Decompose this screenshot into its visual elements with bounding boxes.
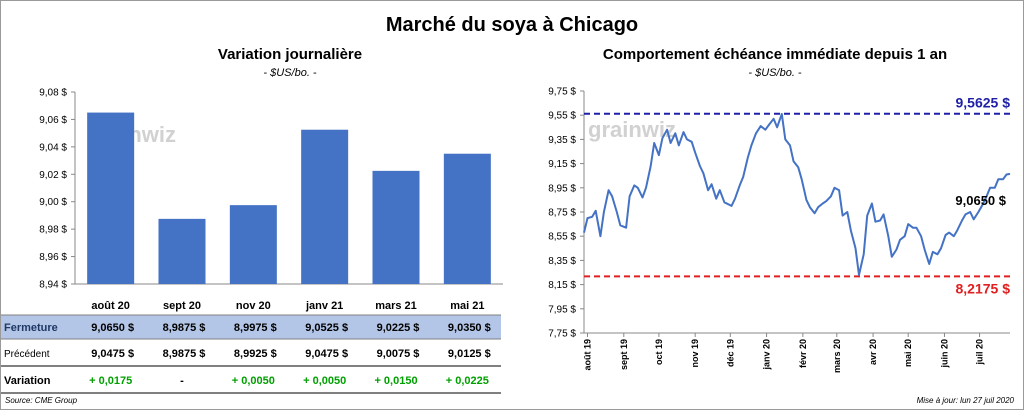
bar-category-label: janv 21: [305, 300, 343, 312]
variation-row-cell: -: [180, 375, 184, 387]
left-unit: - $US/bo. -: [263, 67, 317, 79]
bar: [158, 218, 206, 284]
precedent-row-cell: 9,0475 $: [305, 348, 348, 360]
fermeture-row-label: Fermeture: [4, 322, 58, 334]
right-unit: - $US/bo. -: [748, 67, 802, 79]
bar-y-tick-label: 9,04 $: [39, 142, 67, 153]
source-note: Source: CME Group: [5, 396, 78, 405]
precedent-row-cell: 8,9875 $: [163, 348, 206, 360]
bar-category-label: sept 20: [163, 300, 201, 312]
line-x-tick-label: juin 20: [939, 339, 949, 369]
last-price-label: 9,0650 $: [955, 193, 1006, 208]
bar: [87, 112, 135, 284]
update-note: Mise à jour: lun 27 juil 2020: [916, 396, 1014, 405]
line-y-tick-label: 9,15 $: [548, 159, 576, 170]
line-y-tick-label: 8,95 $: [548, 183, 576, 194]
bar: [301, 129, 349, 284]
bar-y-tick-label: 9,06 $: [39, 115, 67, 126]
price-series-line: [583, 113, 1011, 276]
line-y-tick-label: 9,75 $: [548, 87, 576, 98]
bar-category-label: mars 21: [375, 300, 417, 312]
line-x-tick-label: nov 19: [690, 339, 700, 368]
bar-y-tick-label: 8,98 $: [39, 225, 67, 236]
fermeture-row-cell: 8,9975 $: [234, 322, 277, 334]
right-subtitle: Comportement échéance immédiate depuis 1…: [602, 46, 948, 63]
variation-row-label: Variation: [4, 375, 51, 387]
line-x-tick-label: févr 20: [798, 339, 808, 368]
line-x-tick-label: août 19: [583, 339, 593, 371]
variation-row-cell: + 0,0175: [89, 375, 132, 387]
fermeture-row-cell: 9,0225 $: [377, 322, 420, 334]
line-x-tick-label: déc 19: [725, 339, 735, 367]
line-y-tick-label: 8,75 $: [548, 208, 576, 219]
bar: [229, 205, 277, 284]
line-x-tick-label: avr 20: [868, 339, 878, 365]
precedent-row-label: Précédent: [4, 349, 50, 360]
bar-category-label: nov 20: [236, 300, 271, 312]
bar-y-tick-label: 9,00 $: [39, 197, 67, 208]
line-x-tick-label: oct 19: [654, 339, 664, 365]
line-x-tick-label: mars 20: [832, 339, 842, 373]
bar-y-tick-label: 9,02 $: [39, 170, 67, 181]
left-subtitle: Variation journalière: [217, 46, 363, 63]
variation-row-cell: + 0,0050: [232, 375, 275, 387]
bar-category-label: août 20: [91, 300, 130, 312]
fermeture-row-cell: 9,0525 $: [305, 322, 348, 334]
fermeture-row-band: [1, 315, 501, 339]
line-x-tick-label: sept 19: [619, 339, 629, 370]
line-x-tick-label: juil 20: [975, 339, 985, 366]
bar-category-label: mai 21: [450, 300, 484, 312]
line-x-tick-label: mai 20: [903, 339, 913, 367]
variation-row-cell: + 0,0150: [374, 375, 417, 387]
fermeture-row-cell: 8,9875 $: [163, 322, 206, 334]
high-label: 9,5625 $: [956, 95, 1011, 111]
watermark-right: grainwiz: [588, 117, 676, 142]
line-y-tick-label: 7,95 $: [548, 304, 576, 315]
low-label: 8,2175 $: [956, 280, 1011, 296]
precedent-row-cell: 9,0075 $: [377, 348, 420, 360]
variation-row-cell: + 0,0225: [446, 375, 489, 387]
bar-y-tick-label: 9,08 $: [39, 88, 67, 99]
bar: [443, 153, 491, 284]
precedent-row-cell: 8,9925 $: [234, 348, 277, 360]
precedent-row-cell: 9,0475 $: [91, 348, 134, 360]
bar-y-tick-label: 8,94 $: [39, 280, 67, 291]
fermeture-row-cell: 9,0650 $: [91, 322, 134, 334]
line-y-tick-label: 8,15 $: [548, 280, 576, 291]
bar-y-tick-label: 8,96 $: [39, 252, 67, 263]
line-y-tick-label: 8,35 $: [548, 256, 576, 267]
line-y-tick-label: 8,55 $: [548, 232, 576, 243]
line-y-tick-label: 9,55 $: [548, 111, 576, 122]
line-x-tick-label: janv 20: [762, 339, 772, 371]
fermeture-row-cell: 9,0350 $: [448, 322, 491, 334]
line-y-tick-label: 9,35 $: [548, 135, 576, 146]
bar: [372, 170, 420, 284]
precedent-row-cell: 9,0125 $: [448, 348, 491, 360]
main-title: Marché du soya à Chicago: [385, 14, 639, 36]
variation-row-cell: + 0,0050: [303, 375, 346, 387]
line-y-tick-label: 7,75 $: [548, 329, 576, 340]
